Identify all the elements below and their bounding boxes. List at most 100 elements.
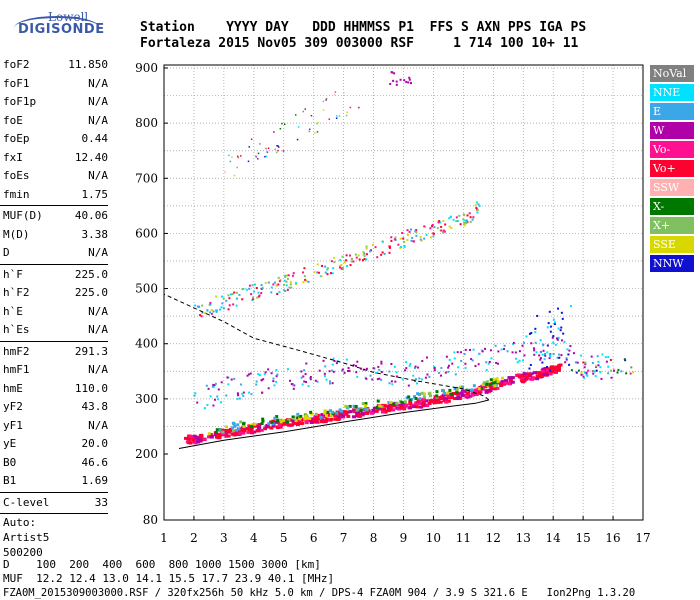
param-row: foE N/A xyxy=(0,112,112,131)
spread-f-point xyxy=(286,368,289,371)
second-hop-point xyxy=(283,283,286,286)
o-trace-point xyxy=(263,427,268,431)
o-trace-point xyxy=(484,390,489,394)
o-trace-point xyxy=(256,426,261,430)
second-hop-point xyxy=(210,312,213,315)
o-trace-point xyxy=(447,396,452,400)
o-trace-point xyxy=(460,389,465,393)
spike-point xyxy=(567,353,570,356)
x-trace-point xyxy=(348,404,352,408)
second-hop-point xyxy=(255,286,258,289)
spread-f-point xyxy=(594,375,597,378)
x-trace-point xyxy=(314,412,318,416)
o-trace-point xyxy=(234,431,239,435)
spread-f-point xyxy=(544,352,547,355)
second-hop-point xyxy=(478,205,481,208)
o-trace-point xyxy=(192,437,197,441)
second-hop-point xyxy=(270,286,273,289)
second-hop-point xyxy=(408,230,411,233)
high-echo-point xyxy=(322,109,325,111)
o-trace-point xyxy=(535,371,540,375)
second-hop-point xyxy=(220,295,223,298)
param-separator xyxy=(0,491,108,493)
high-echo-point xyxy=(334,91,337,93)
x-trace-point xyxy=(395,401,399,405)
high-echo-point xyxy=(277,145,279,147)
spread-f-point xyxy=(451,362,454,365)
high-echo-point xyxy=(317,121,319,124)
spread-f-point xyxy=(323,374,326,377)
second-hop-point xyxy=(260,284,263,287)
second-hop-point xyxy=(406,229,409,232)
spread-f-point xyxy=(345,358,348,361)
o-trace-point xyxy=(510,376,515,380)
spread-f-point xyxy=(557,336,560,339)
x-trace-point xyxy=(422,395,426,399)
param-value: 110.0 xyxy=(74,381,108,395)
second-hop-point xyxy=(277,276,280,279)
x-trace-point xyxy=(309,410,313,414)
spread-f-point xyxy=(236,397,239,400)
second-hop-point xyxy=(260,291,263,294)
o-trace-point xyxy=(542,373,547,377)
hf-point xyxy=(617,368,620,371)
second-hop-point xyxy=(228,304,231,307)
second-hop-point xyxy=(477,203,480,206)
o-trace-point xyxy=(315,413,320,417)
param-value: N/A xyxy=(88,95,108,108)
second-hop-point xyxy=(241,298,244,301)
o-trace-point xyxy=(421,397,426,401)
spread-f-point xyxy=(412,374,415,377)
spread-f-point xyxy=(356,375,359,378)
o-trace-point xyxy=(477,391,482,395)
x-trace-point xyxy=(481,383,485,387)
second-hop-point xyxy=(350,257,353,260)
second-hop-point xyxy=(381,240,384,243)
o-trace-point xyxy=(527,374,532,378)
polarization-legend: NoVal NNE E W Vo- Vo+ SSW X- X+ SSE NNW xyxy=(650,65,694,274)
x-trace-point xyxy=(287,418,291,422)
x-trace-point xyxy=(338,408,342,412)
param-row: foF1p N/A xyxy=(0,93,112,112)
second-hop-point xyxy=(307,280,310,283)
spread-f-point xyxy=(196,401,199,404)
spike-point xyxy=(558,356,561,359)
legend-item-w: W xyxy=(650,122,694,141)
spread-f-point xyxy=(552,352,555,355)
o-trace-point xyxy=(199,433,204,437)
second-hop-point xyxy=(452,218,455,221)
x-trace-point xyxy=(488,383,492,387)
spike-point xyxy=(546,344,549,347)
second-hop-point xyxy=(264,281,267,284)
spread-f-point xyxy=(426,356,429,359)
x-trace-point xyxy=(416,392,420,396)
high-echo-point xyxy=(278,146,280,148)
spread-f-point xyxy=(474,365,477,368)
spread-f-point xyxy=(565,358,568,361)
profile-curve-upper xyxy=(163,293,490,401)
param-value: N/A xyxy=(88,418,108,432)
spread-f-point xyxy=(533,349,536,352)
spread-f-point xyxy=(597,360,600,363)
param-label: foF1p xyxy=(3,95,37,108)
spread-f-point xyxy=(556,356,559,359)
second-hop-point xyxy=(423,225,426,228)
second-hop-point xyxy=(397,243,400,246)
spread-f-point xyxy=(459,351,462,354)
hdr-value-s: 1 xyxy=(453,36,461,51)
second-hop-point xyxy=(206,309,209,312)
o-trace-point xyxy=(391,408,396,412)
second-hop-point xyxy=(333,256,336,259)
spread-f-point xyxy=(302,375,305,378)
second-hop-point xyxy=(292,272,295,275)
y-tick-label: 500 xyxy=(135,282,158,296)
second-hop-point xyxy=(229,293,232,296)
spread-f-point xyxy=(227,383,230,386)
spike-point xyxy=(547,322,550,325)
second-hop-point xyxy=(278,280,281,283)
second-hop-point xyxy=(345,254,348,257)
o-trace-point xyxy=(550,365,555,369)
second-hop-point xyxy=(362,250,365,253)
second-hop-point xyxy=(401,232,404,235)
second-hop-point xyxy=(238,293,241,296)
